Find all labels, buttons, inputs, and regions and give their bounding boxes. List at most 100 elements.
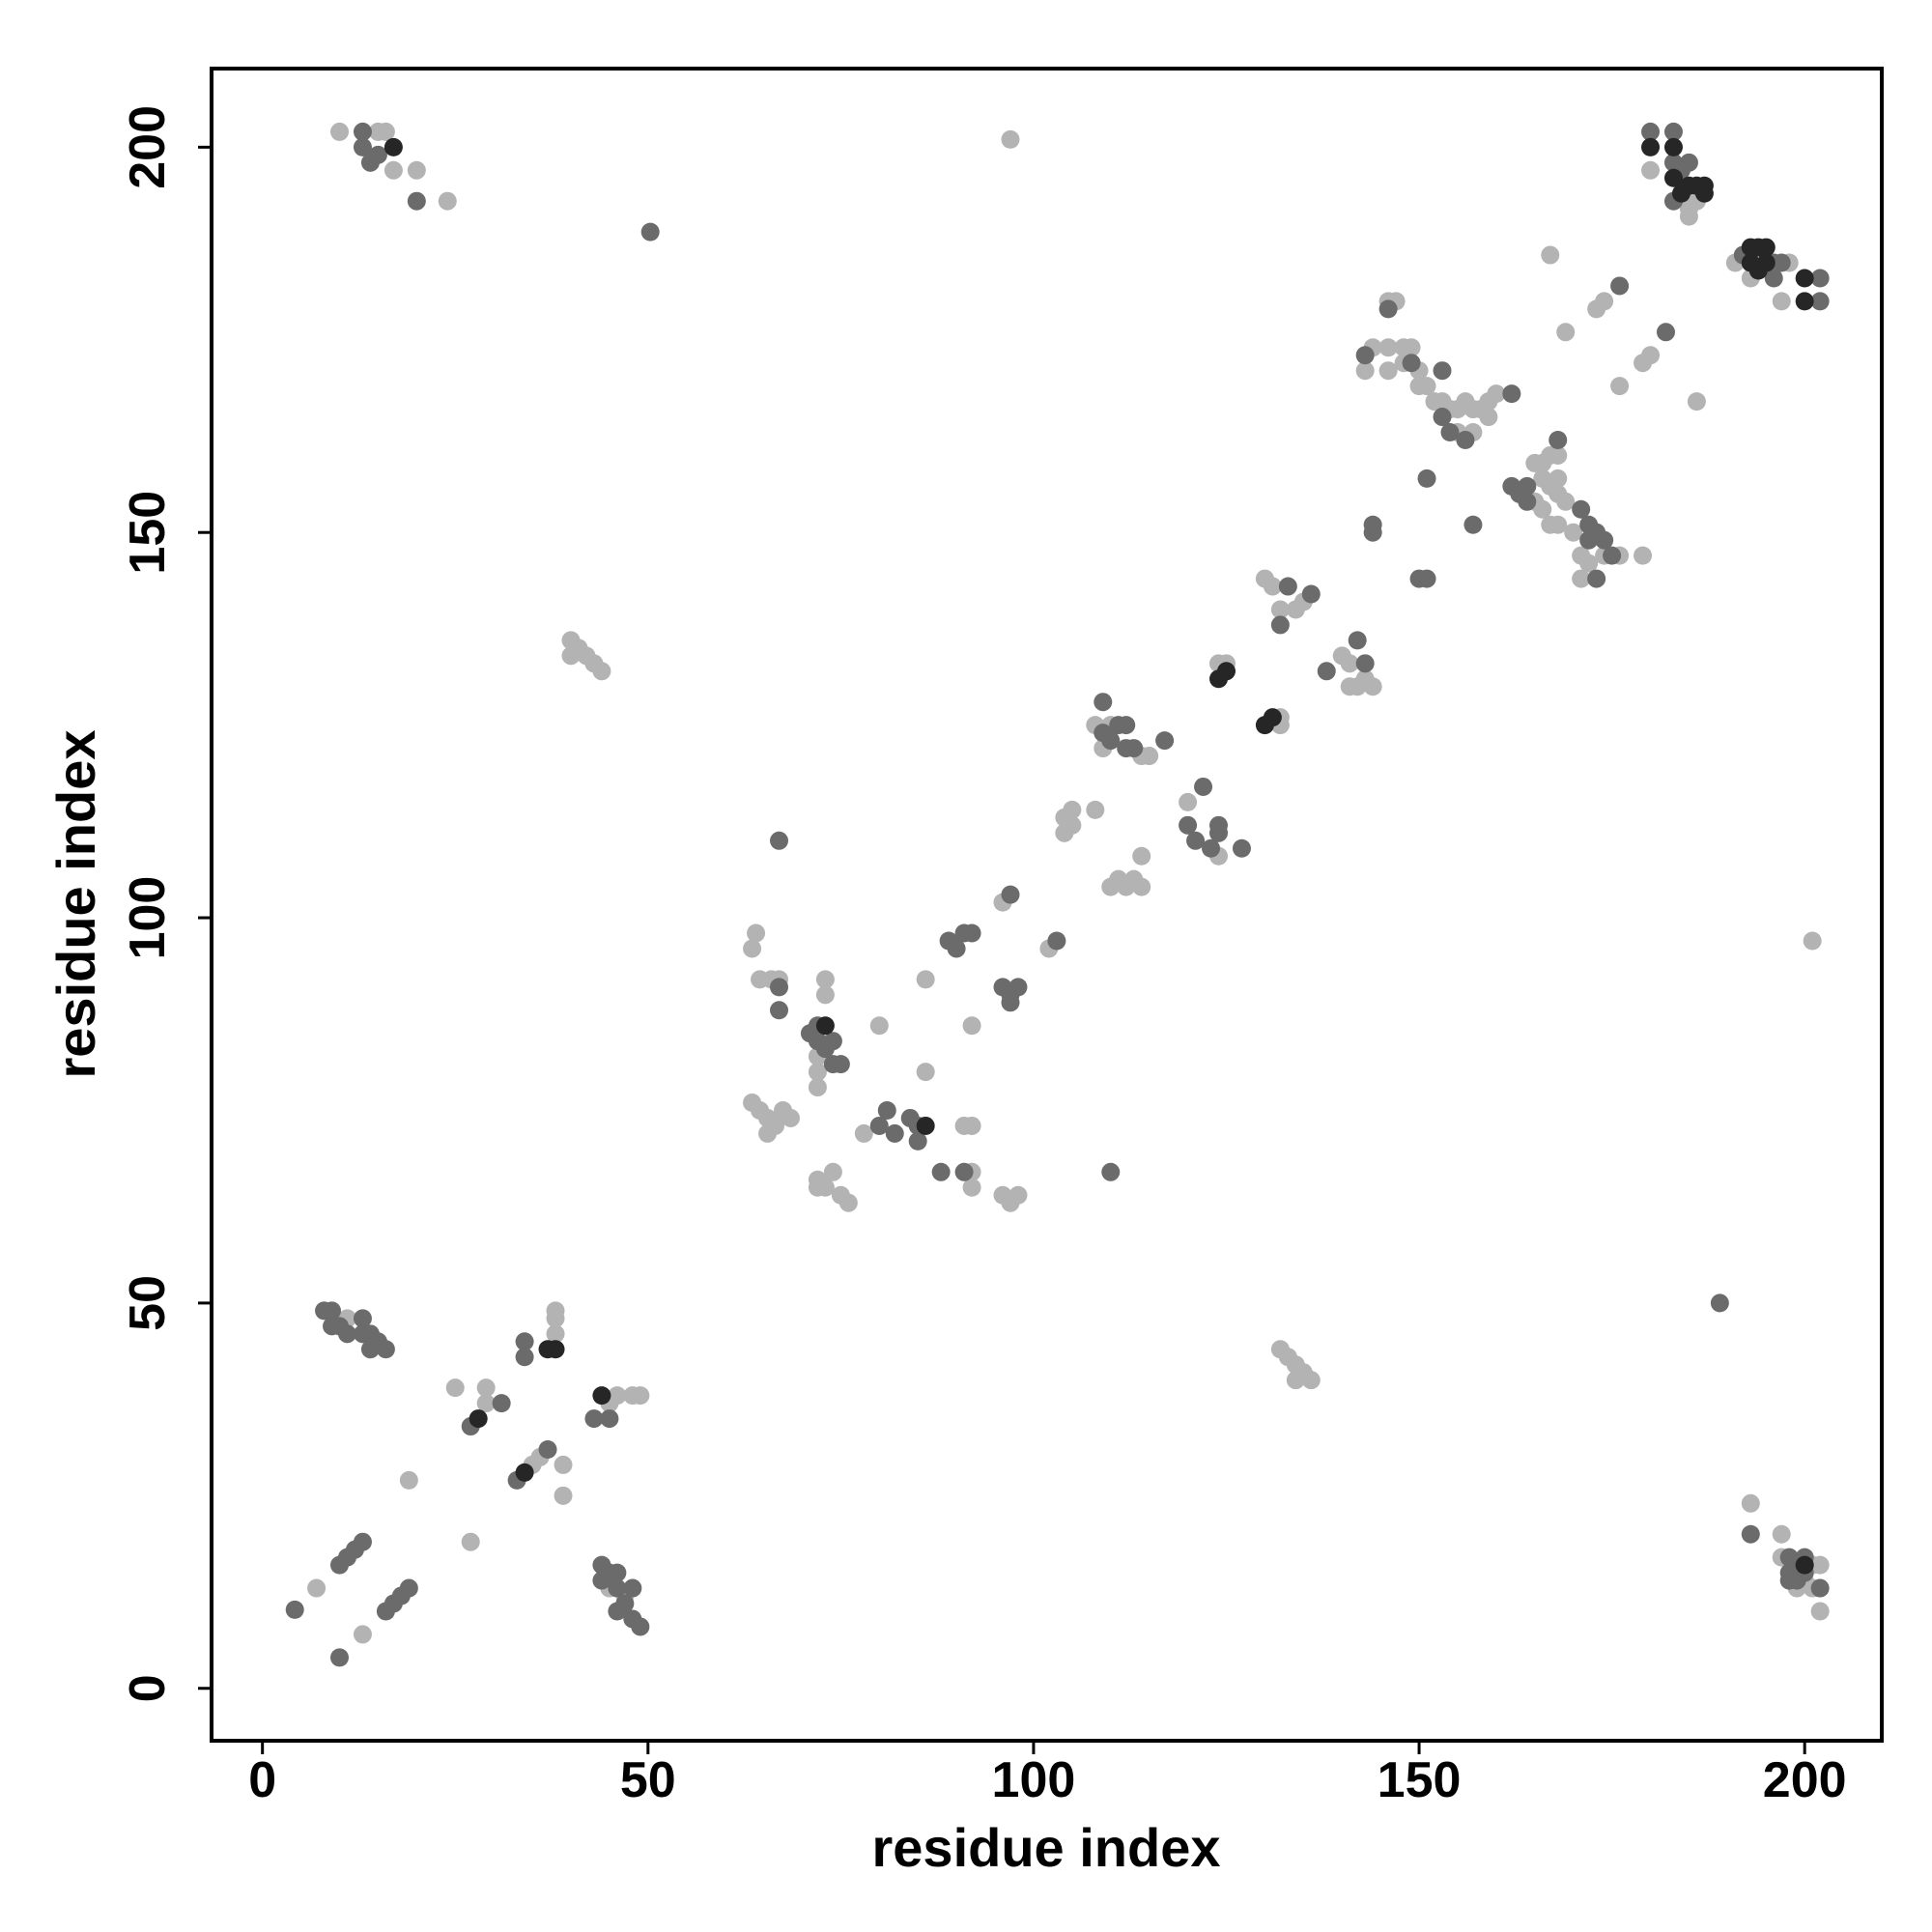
y-tick-label: 200 [120,105,176,189]
point [1001,885,1020,904]
plot-frame [210,67,1884,1743]
point [758,1123,778,1143]
point [399,1578,418,1598]
point [1756,238,1776,257]
point [1140,747,1159,766]
point [1641,346,1661,365]
point [285,1600,304,1619]
point [1579,530,1599,550]
point [1009,978,1028,997]
point [1556,492,1576,511]
point [1541,245,1560,265]
point [561,646,581,666]
point [1440,423,1460,442]
point [592,1386,611,1406]
point [1378,299,1398,319]
point [916,970,935,989]
point [1063,800,1082,819]
point [600,1409,619,1429]
point [1094,693,1113,712]
point [1741,1524,1760,1544]
point [1355,346,1375,365]
point [1286,1371,1305,1390]
point [376,122,395,141]
x-tick-label: 150 [1378,1752,1462,1808]
point [608,1578,627,1598]
point [1610,377,1630,396]
point [743,939,762,958]
point [1741,1493,1760,1513]
point [1009,1185,1028,1205]
point [1301,1371,1321,1390]
point [1340,654,1359,673]
point [1355,654,1375,673]
point [1795,269,1814,288]
point [1456,430,1475,449]
point [808,1063,827,1082]
point [1063,815,1082,835]
point [307,1578,327,1598]
point [1710,1293,1729,1313]
point [1810,269,1830,288]
point [1572,569,1591,588]
point [916,1116,935,1135]
point [1663,122,1683,141]
point [1417,469,1436,488]
point [947,939,966,958]
point [1572,499,1591,519]
point [1433,361,1452,381]
point [962,1178,981,1197]
point [1463,515,1483,534]
point [1263,577,1282,596]
point [515,1332,534,1351]
point [445,1378,465,1398]
x-tick-label: 0 [248,1752,276,1808]
point [1216,662,1236,681]
point [1363,677,1382,696]
point [438,191,457,211]
point [916,1063,935,1082]
point [815,970,835,989]
point [1694,184,1714,203]
point [546,1324,565,1344]
point [962,1016,981,1036]
point [1202,838,1221,858]
point [1378,338,1398,357]
point [1278,577,1297,596]
point [815,1016,835,1036]
point [1433,408,1452,427]
point [554,1455,573,1474]
point [1355,361,1375,381]
point [1518,492,1537,511]
y-tick-label: 0 [120,1674,176,1702]
point [1810,1602,1830,1621]
point [353,1309,372,1328]
point [476,1378,496,1398]
point [538,1439,557,1459]
point [1518,476,1537,496]
point [399,1470,418,1490]
point [954,1162,974,1181]
point [461,1532,480,1551]
y-tick-label: 150 [120,491,176,575]
point [1548,445,1568,465]
point [1479,408,1498,427]
point [1679,153,1698,172]
point [1772,292,1791,311]
point [885,1123,904,1143]
point [337,1324,356,1344]
point [931,1162,951,1181]
point [1810,1555,1830,1575]
point [608,1602,627,1621]
point [515,1348,534,1367]
point [368,145,387,164]
point [640,222,660,242]
point [1301,584,1321,604]
point [330,1648,350,1667]
point [1209,823,1229,842]
point [1656,323,1675,342]
point [1194,777,1213,796]
point [747,923,766,943]
point [869,1116,889,1135]
